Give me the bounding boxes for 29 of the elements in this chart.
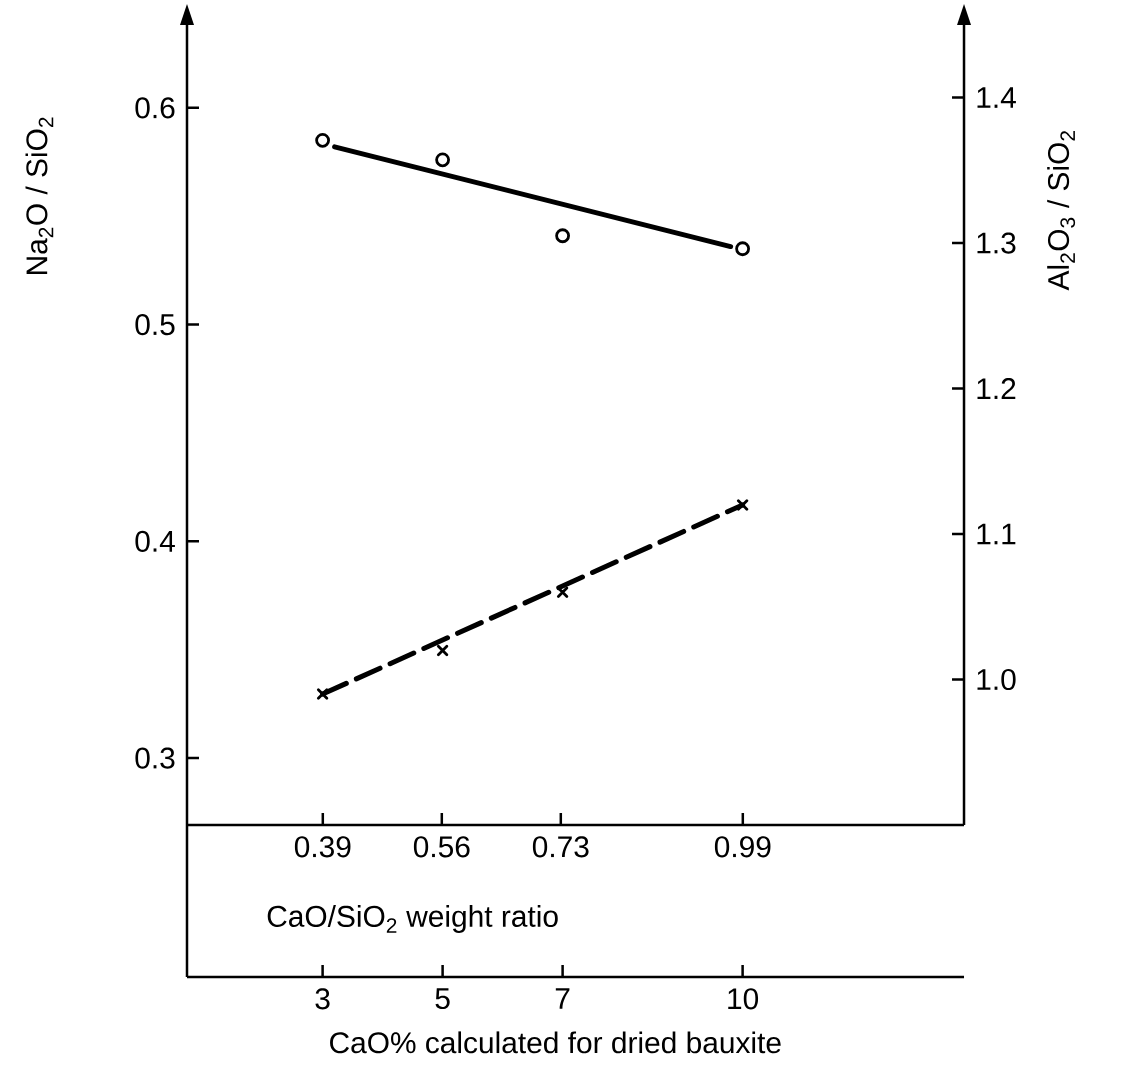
x2-axis-title: CaO/SiO$_{2}$ weight ratio [267, 905, 558, 933]
x-axis-title: CaO% calculated for dried bauxite [330, 1031, 781, 1054]
y-tick-label: 0.3 [135, 747, 175, 769]
y2-tick-label: 1.0 [977, 668, 1016, 691]
y2-axis-title: Al$_{2}$O$_{3}$ / SiO$_{2}$ [1047, 131, 1076, 291]
x2-tick-label: 0.99 [714, 836, 771, 858]
y2-tick-label: 1.4 [977, 87, 1016, 108]
point [316, 688, 329, 700]
y-tick-label: 0.6 [135, 97, 175, 119]
y-tick-label: 0.4 [135, 530, 175, 552]
point [435, 152, 451, 168]
y-tick-label: 0.5 [135, 314, 175, 336]
y2-tick-label: 1.3 [977, 232, 1016, 254]
x-tick-label: 3 [315, 988, 330, 1010]
y-axis-title: Na$_{2}$O / SiO$_{2}$ [25, 117, 54, 274]
point [735, 241, 751, 257]
point [555, 228, 571, 244]
x-tick-label: 5 [435, 988, 450, 1010]
point [315, 132, 330, 148]
point [556, 586, 569, 598]
x2-tick-label: 0.56 [413, 836, 470, 858]
y2-tick-label: 1.2 [977, 378, 1016, 399]
point [736, 499, 749, 511]
x2-tick-label: 0.73 [532, 836, 589, 858]
point [436, 644, 449, 657]
x-tick-label: 7 [555, 988, 570, 1009]
y2-tick-label: 1.1 [977, 523, 1016, 545]
x2-tick-label: 0.39 [294, 836, 351, 858]
x-tick-label: 10 [728, 988, 759, 1010]
